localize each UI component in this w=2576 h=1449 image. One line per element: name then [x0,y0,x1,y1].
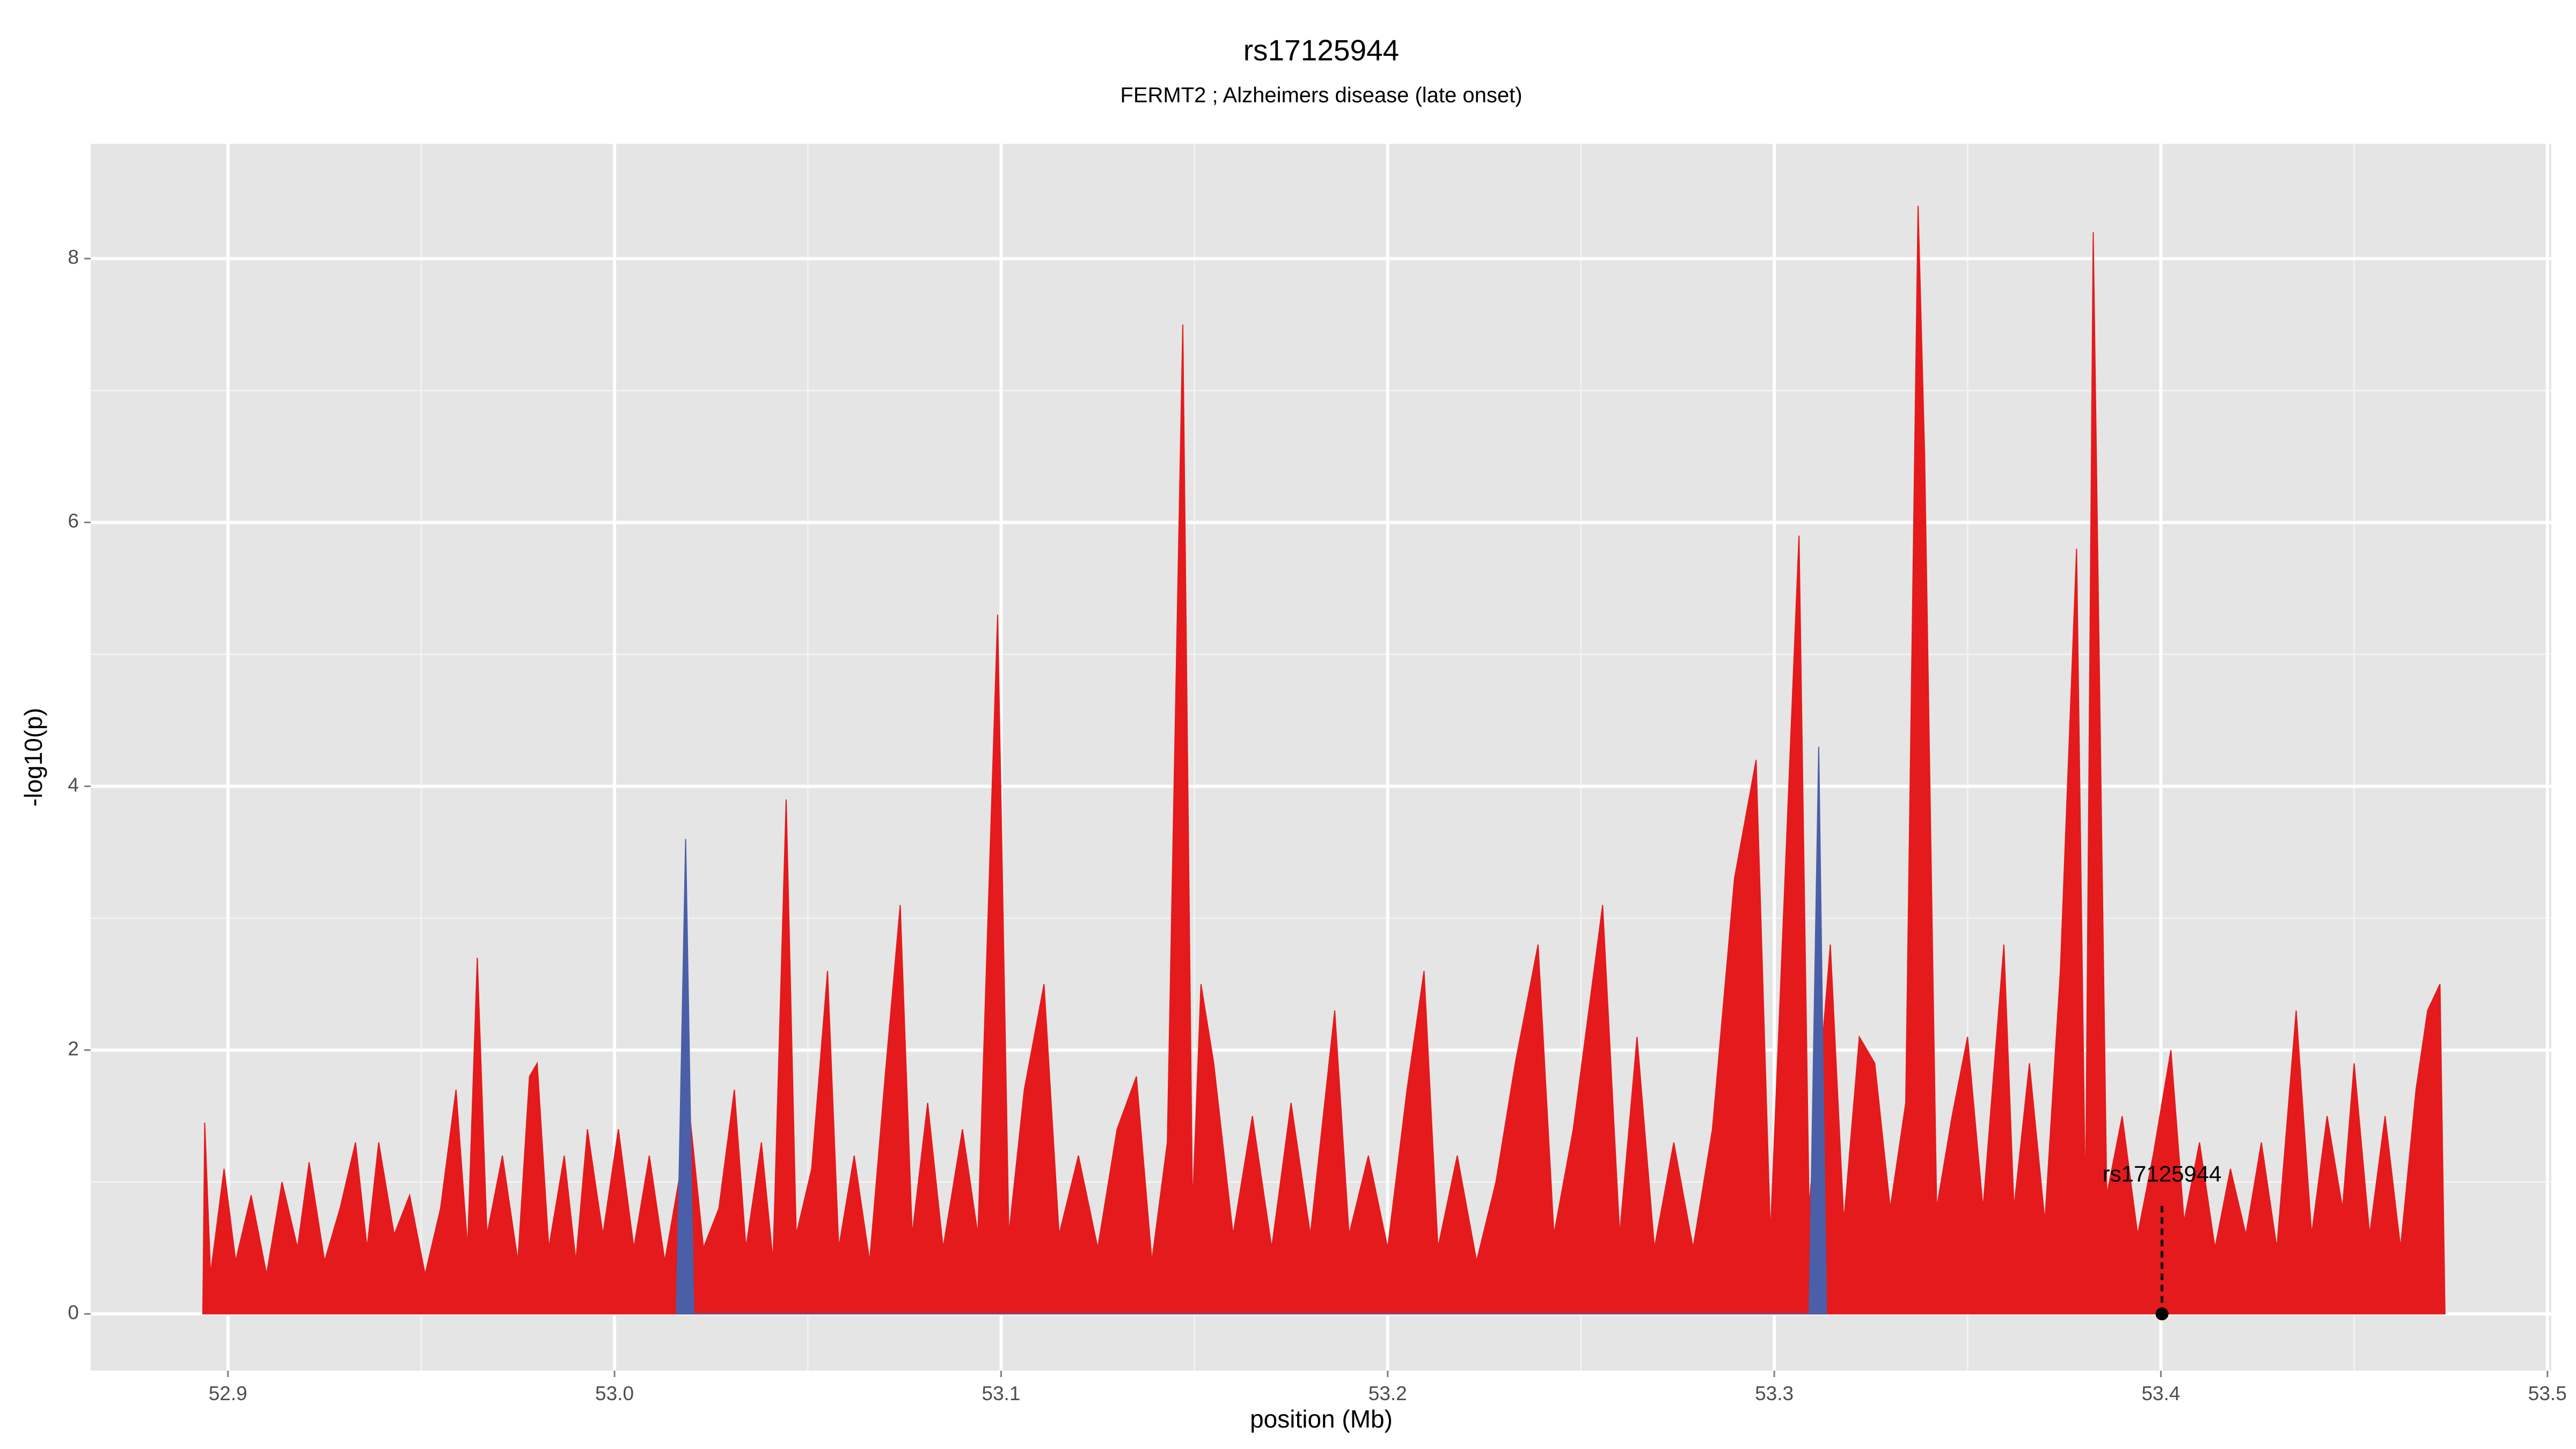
x-tick-label: 53.0 [595,1382,634,1404]
chart-title: rs17125944 [1243,34,1400,67]
x-tick-label: 52.9 [209,1382,247,1404]
y-tick-label: 8 [68,246,79,268]
y-tick-label: 4 [68,774,79,796]
area [676,747,1827,1315]
x-tick-label: 53.2 [1368,1382,1407,1404]
y-tick-label: 0 [68,1301,79,1323]
x-tick-label: 53.1 [982,1382,1020,1404]
highlight-label: rs17125944 [2103,1161,2222,1186]
x-tick-label: 53.5 [2528,1382,2567,1404]
x-tick-label: 53.4 [2141,1382,2180,1404]
highlight-point [2155,1307,2169,1321]
x-tick-label: 53.3 [1755,1382,1794,1404]
x-axis-label: position (Mb) [1250,1405,1393,1433]
y-axis-label: -log10(p) [19,708,47,807]
area [202,206,2446,1315]
chart-subtitle: FERMT2 ; Alzheimers disease (late onset) [1120,84,1522,107]
y-tick-label: 2 [68,1037,79,1059]
y-tick-label: 6 [68,510,79,532]
